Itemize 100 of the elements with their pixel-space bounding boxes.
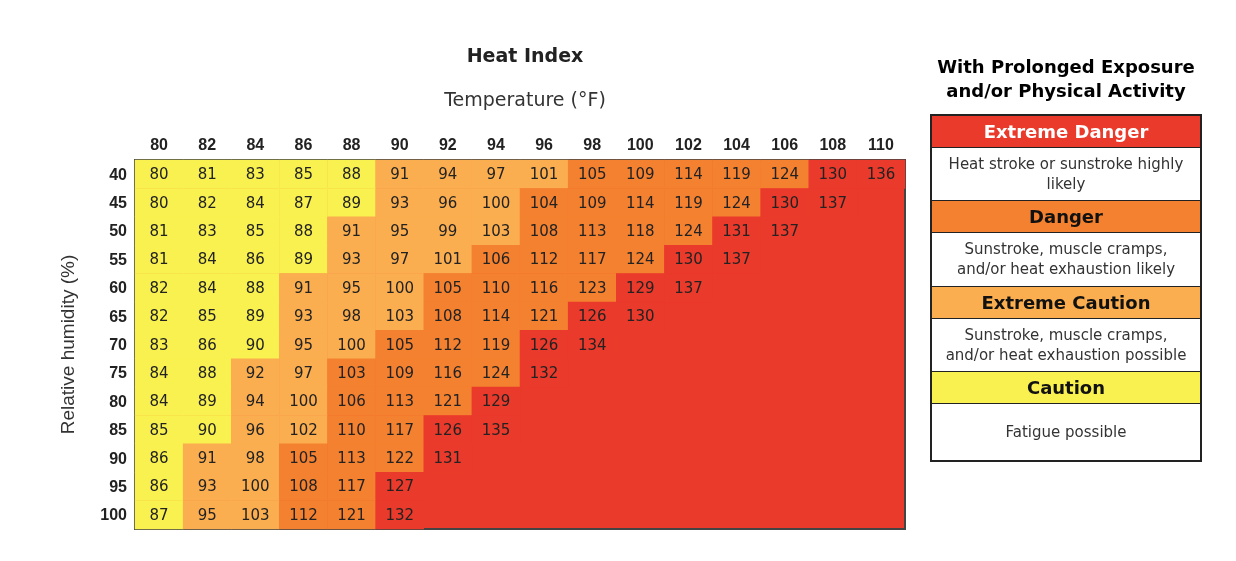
category-label: Danger xyxy=(932,201,1200,234)
data-label: 112 xyxy=(433,335,463,354)
data-label: 137 xyxy=(674,278,703,297)
data-label: 126 xyxy=(577,307,607,326)
data-label: 103 xyxy=(240,505,270,524)
data-label: 86 xyxy=(149,477,169,496)
data-label: 116 xyxy=(433,363,463,382)
data-label: 129 xyxy=(625,278,655,297)
data-label: 86 xyxy=(245,250,265,269)
data-label: 106 xyxy=(337,392,366,411)
data-label: 119 xyxy=(722,165,751,184)
data-label: 130 xyxy=(674,250,703,269)
data-label: 88 xyxy=(197,363,217,382)
data-label: 116 xyxy=(529,278,559,297)
text: With Prolonged Exposure and/or Physical Activity xyxy=(936,55,1196,104)
data-label: 97 xyxy=(390,250,410,269)
y-tick-label: 80 xyxy=(109,392,128,410)
data-label: 117 xyxy=(577,250,607,269)
data-label: 98 xyxy=(342,307,362,326)
x-tick-label: 100 xyxy=(626,135,654,153)
data-label: 108 xyxy=(289,477,318,496)
data-label: 96 xyxy=(438,193,458,212)
data-label: 91 xyxy=(390,165,410,184)
data-label: 137 xyxy=(770,221,800,240)
data-label: 106 xyxy=(481,250,511,269)
data-label: 85 xyxy=(197,307,217,326)
x-tick-label: 80 xyxy=(150,135,169,153)
data-label: 97 xyxy=(293,363,313,382)
x-tick-label: 88 xyxy=(342,135,361,153)
data-label: 124 xyxy=(625,250,655,269)
x-tick-label: 94 xyxy=(487,135,505,153)
data-label: 89 xyxy=(197,392,217,411)
data-label: 124 xyxy=(722,193,751,212)
data-label: 81 xyxy=(149,221,169,240)
data-label: 103 xyxy=(481,221,511,240)
data-label: 100 xyxy=(385,278,415,297)
data-label: 131 xyxy=(433,449,463,468)
data-label: 121 xyxy=(337,505,366,524)
data-label: 95 xyxy=(390,221,410,240)
data-label: 98 xyxy=(245,449,265,468)
category-label: Caution xyxy=(932,372,1200,405)
data-label: 114 xyxy=(481,307,511,326)
data-label: 83 xyxy=(245,165,265,184)
data-label: 86 xyxy=(197,335,217,354)
data-label: 136 xyxy=(866,165,896,184)
text: Heat stroke or sunstroke highly likely xyxy=(932,147,1200,202)
data-label: 117 xyxy=(385,420,415,439)
data-label: 99 xyxy=(438,221,458,240)
text: Sunstroke, muscle cramps, and/or heat exhaustion possible xyxy=(932,318,1200,373)
data-label: 89 xyxy=(342,193,362,212)
data-label: 113 xyxy=(337,449,366,468)
data-label: 109 xyxy=(577,193,607,212)
data-label: 101 xyxy=(433,250,463,269)
data-label: 130 xyxy=(818,165,848,184)
data-label: 88 xyxy=(342,165,362,184)
data-label: 100 xyxy=(289,392,318,411)
text: Sunstroke, muscle cramps, and/or heat exhaustion likely xyxy=(932,233,1200,287)
data-label: 87 xyxy=(149,505,169,524)
y-tick-label: 60 xyxy=(109,279,128,297)
y-tick-label: 40 xyxy=(109,165,128,183)
chart-subtitle: Temperature (°F) xyxy=(443,87,606,110)
data-label: 132 xyxy=(529,363,559,382)
y-tick-label: 75 xyxy=(109,364,128,382)
data-label: 114 xyxy=(625,193,655,212)
data-label: 95 xyxy=(293,335,313,354)
data-label: 108 xyxy=(529,221,559,240)
data-label: 121 xyxy=(529,307,559,326)
data-label: 105 xyxy=(433,278,463,297)
x-tick-label: 92 xyxy=(438,135,457,153)
data-label: 94 xyxy=(245,392,265,411)
data-label: 100 xyxy=(337,335,366,354)
data-label: 90 xyxy=(197,420,217,439)
data-label: 113 xyxy=(385,392,415,411)
chart-title: Heat Index xyxy=(466,43,584,66)
text: Fatigue possible xyxy=(1004,422,1128,444)
data-label: 95 xyxy=(342,278,362,297)
data-label: 105 xyxy=(385,335,415,354)
data-label: 89 xyxy=(293,250,313,269)
data-label: 132 xyxy=(385,505,415,524)
data-label: 130 xyxy=(625,307,655,326)
data-label: 109 xyxy=(625,165,655,184)
data-label: 85 xyxy=(149,420,169,439)
y-tick-label: 70 xyxy=(109,336,128,353)
category-label: Extreme Caution xyxy=(932,286,1200,319)
data-label: 119 xyxy=(481,335,511,354)
data-label: 86 xyxy=(149,449,169,468)
data-label: 96 xyxy=(245,420,265,439)
data-label: 123 xyxy=(577,278,607,297)
data-label: 101 xyxy=(529,165,559,184)
data-label: 102 xyxy=(289,420,318,439)
data-label: 100 xyxy=(240,477,270,496)
data-label: 84 xyxy=(149,363,169,382)
y-tick-label: 45 xyxy=(109,194,128,212)
data-label: 121 xyxy=(433,392,463,411)
data-label: 131 xyxy=(722,221,751,240)
data-label: 126 xyxy=(529,335,559,354)
data-label: 90 xyxy=(245,335,265,354)
data-label: 114 xyxy=(674,165,703,184)
y-tick-label: 50 xyxy=(109,222,128,240)
data-label: 80 xyxy=(149,193,169,212)
